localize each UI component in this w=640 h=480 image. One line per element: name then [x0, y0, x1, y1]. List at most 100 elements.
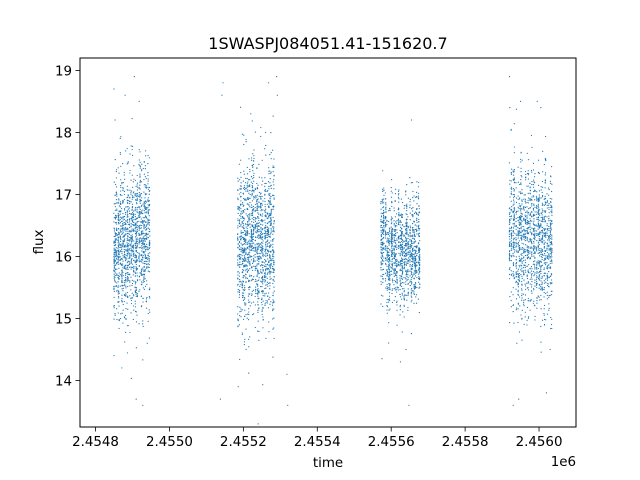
- data-point: [117, 238, 119, 240]
- data-point: [525, 173, 527, 176]
- data-point: [523, 205, 525, 208]
- data-point: [143, 210, 145, 212]
- data-point: [146, 257, 148, 259]
- data-point: [272, 181, 274, 183]
- data-point: [113, 255, 115, 257]
- data-point: [269, 199, 271, 201]
- data-point: [406, 299, 408, 301]
- data-point: [272, 115, 274, 117]
- data-point: [510, 240, 512, 242]
- data-point: [403, 277, 405, 279]
- data-point: [405, 278, 407, 280]
- data-point: [258, 263, 260, 265]
- data-point: [273, 286, 275, 288]
- data-point: [248, 242, 250, 244]
- data-point: [244, 258, 246, 260]
- data-point: [390, 240, 392, 242]
- data-point: [382, 256, 384, 258]
- data-point: [125, 258, 127, 260]
- data-point: [245, 348, 247, 351]
- data-point: [388, 259, 391, 261]
- data-point: [246, 233, 249, 235]
- data-point: [144, 232, 146, 235]
- data-point: [513, 255, 515, 257]
- data-point: [256, 246, 258, 248]
- data-point: [242, 258, 244, 260]
- data-point: [127, 233, 129, 235]
- data-point: [520, 260, 522, 262]
- data-point: [510, 255, 512, 257]
- data-point: [536, 297, 538, 299]
- data-point: [258, 246, 260, 248]
- data-point: [380, 219, 382, 221]
- data-point: [149, 297, 151, 299]
- data-point: [270, 213, 272, 215]
- data-point: [403, 267, 405, 269]
- data-point: [147, 171, 149, 174]
- data-point: [116, 195, 118, 197]
- data-point: [400, 270, 402, 272]
- data-point: [527, 289, 530, 291]
- data-point: [113, 266, 116, 268]
- data-point: [266, 240, 268, 242]
- data-point: [129, 281, 131, 283]
- data-point: [261, 290, 263, 292]
- data-point: [119, 201, 122, 203]
- data-point: [381, 260, 383, 262]
- data-point: [245, 226, 247, 228]
- data-point: [116, 273, 118, 275]
- data-point: [114, 264, 117, 266]
- data-point: [411, 223, 414, 225]
- data-point: [509, 241, 511, 243]
- data-point: [237, 199, 239, 201]
- data-point: [256, 280, 258, 282]
- data-point: [270, 214, 272, 216]
- data-point: [536, 191, 538, 193]
- data-point: [253, 227, 255, 229]
- data-point: [403, 288, 405, 290]
- data-point: [260, 206, 262, 208]
- data-point: [117, 301, 119, 303]
- data-point: [140, 240, 142, 242]
- data-point: [526, 206, 528, 208]
- data-point: [139, 254, 141, 256]
- data-point: [406, 224, 408, 226]
- data-point: [249, 336, 251, 338]
- data-point: [124, 274, 127, 276]
- data-point: [534, 190, 536, 192]
- data-point: [240, 225, 242, 227]
- data-point: [399, 254, 401, 256]
- data-point: [532, 222, 534, 224]
- data-point: [139, 234, 141, 236]
- data-point: [412, 242, 414, 244]
- data-point: [513, 193, 515, 196]
- data-point: [412, 216, 414, 218]
- data-point: [399, 245, 401, 247]
- data-point: [401, 265, 403, 267]
- data-point: [261, 203, 263, 205]
- data-point: [401, 216, 403, 219]
- data-point: [248, 338, 250, 340]
- data-point: [380, 261, 382, 263]
- data-point: [405, 281, 407, 283]
- data-point: [401, 281, 404, 284]
- data-point: [147, 249, 149, 251]
- data-point: [508, 257, 511, 259]
- data-point: [534, 206, 536, 208]
- data-point: [394, 261, 396, 263]
- data-point: [133, 228, 135, 230]
- data-point: [268, 173, 270, 175]
- data-point: [245, 138, 247, 141]
- data-point: [418, 276, 420, 278]
- data-point: [410, 289, 412, 291]
- data-point: [523, 209, 525, 211]
- data-point: [118, 256, 120, 258]
- data-point: [411, 237, 413, 239]
- data-point: [510, 233, 512, 236]
- data-point: [411, 227, 414, 229]
- data-point: [270, 264, 272, 266]
- data-point: [272, 253, 274, 255]
- data-point: [120, 210, 122, 212]
- data-point: [147, 257, 149, 259]
- data-point: [113, 277, 115, 279]
